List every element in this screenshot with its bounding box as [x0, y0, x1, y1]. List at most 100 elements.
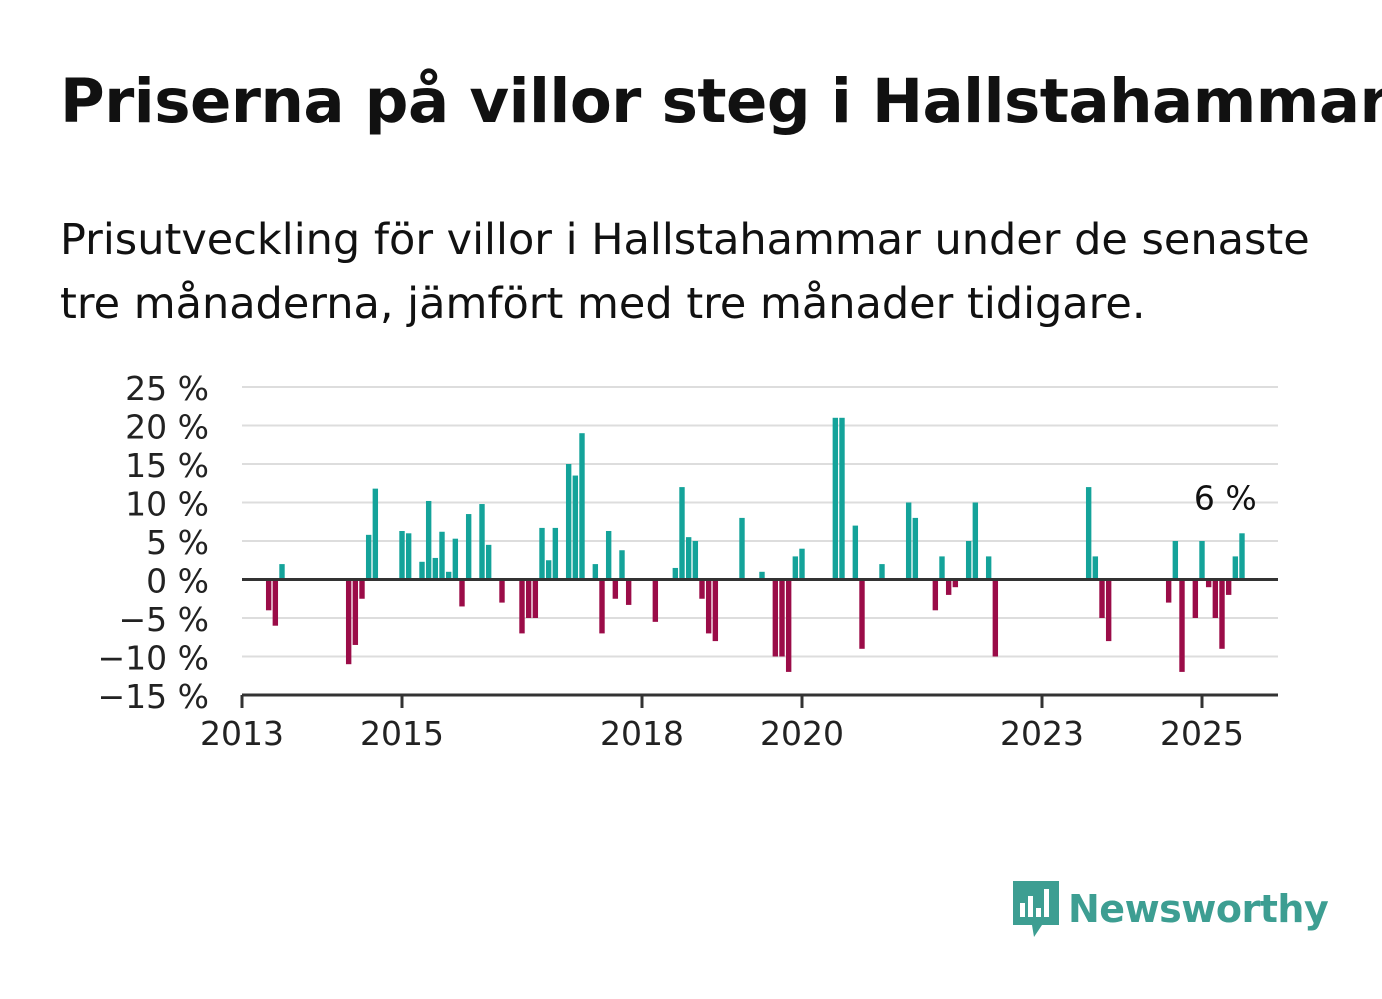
- bar: [1219, 579, 1225, 649]
- bar: [525, 579, 532, 618]
- x-tick-label: 2013: [200, 714, 284, 753]
- bar: [485, 544, 492, 580]
- bar: [972, 502, 979, 580]
- bar: [712, 579, 719, 642]
- bar: [1232, 556, 1239, 580]
- y-tick-label: 5 %: [146, 523, 209, 562]
- bar: [612, 579, 619, 599]
- y-tick-label: −5 %: [119, 600, 210, 639]
- bar: [345, 579, 352, 665]
- price-change-chart: 25 %20 %15 %10 %5 %0 %−5 %−10 %−15 %2013…: [98, 369, 1278, 753]
- bar: [1172, 541, 1179, 580]
- bar: [1105, 579, 1112, 642]
- bar: [439, 531, 445, 580]
- bar: [839, 417, 845, 580]
- bar: [272, 579, 279, 626]
- bar: [992, 579, 999, 657]
- bar: [399, 530, 405, 580]
- bar: [565, 464, 572, 580]
- bar: [1099, 579, 1105, 618]
- bar: [672, 567, 679, 580]
- bar: [685, 537, 692, 580]
- bar: [552, 527, 559, 580]
- bar: [1212, 579, 1219, 618]
- bar: [965, 541, 972, 580]
- bar: [599, 579, 605, 634]
- x-tick-label: 2023: [1000, 714, 1084, 753]
- bar: [352, 579, 359, 645]
- bar: [445, 571, 452, 580]
- bar: [359, 579, 365, 599]
- bar: [499, 579, 505, 603]
- bar: [912, 517, 919, 580]
- bar: [459, 579, 465, 607]
- bar: [852, 525, 859, 580]
- bar: [1085, 487, 1092, 580]
- bar: [859, 579, 865, 649]
- bar: [1205, 579, 1212, 588]
- x-tick-label: 2018: [600, 714, 684, 753]
- newsworthy-logo: Newsworthy: [1010, 879, 1329, 939]
- bar: [759, 571, 765, 580]
- bar: [465, 514, 472, 580]
- bar: [652, 579, 659, 622]
- bar: [425, 500, 432, 580]
- page-title: Priserna på villor steg i Hallstahammar: [60, 66, 1382, 137]
- bar: [905, 502, 912, 580]
- page-subtitle: Prisutveckling för villor i Hallstahamma…: [60, 215, 1310, 329]
- bar: [739, 517, 745, 580]
- bar: [372, 488, 379, 580]
- bar: [405, 533, 412, 580]
- bar: [532, 579, 539, 618]
- bar: [572, 475, 579, 580]
- bar: [985, 556, 992, 580]
- x-tick-label: 2025: [1160, 714, 1244, 753]
- bar: [419, 561, 425, 580]
- bar: [679, 487, 685, 580]
- bar: [1225, 579, 1232, 595]
- bar: [1199, 541, 1205, 580]
- bar: [699, 579, 705, 599]
- bar: [605, 530, 612, 580]
- y-tick-label: 0 %: [146, 562, 209, 601]
- bar: [692, 541, 699, 580]
- bar: [792, 556, 799, 580]
- last-value-annotation: 6 %: [1194, 479, 1257, 518]
- bar: [1179, 579, 1185, 672]
- bar: [279, 564, 285, 580]
- bar: [579, 433, 585, 580]
- bar: [832, 417, 839, 580]
- y-tick-label: 25 %: [125, 369, 209, 408]
- bar: [772, 579, 779, 657]
- bar: [265, 579, 272, 611]
- y-tick-label: 20 %: [125, 408, 209, 447]
- bar: [539, 527, 545, 580]
- y-tick-label: 15 %: [125, 446, 209, 485]
- bar: [705, 579, 712, 634]
- bar: [779, 579, 785, 657]
- bar: [1092, 556, 1099, 580]
- bar: [1239, 533, 1245, 580]
- brand-name: Newsworthy: [1068, 887, 1329, 931]
- bar: [592, 564, 599, 580]
- bar: [1192, 579, 1199, 618]
- bar: [365, 534, 372, 580]
- bar: [952, 579, 959, 588]
- bar: [945, 579, 952, 595]
- bar: [625, 579, 632, 605]
- x-tick-label: 2015: [360, 714, 444, 753]
- bar: [519, 579, 525, 634]
- y-tick-label: −15 %: [98, 677, 210, 716]
- bar: [799, 548, 805, 580]
- x-tick-label: 2020: [760, 714, 844, 753]
- bar: [932, 579, 939, 611]
- bar: [619, 550, 625, 580]
- bar-chart-logo-icon: [1013, 881, 1059, 937]
- bar: [452, 538, 459, 580]
- bar: [1165, 579, 1172, 603]
- y-tick-label: 10 %: [125, 485, 209, 524]
- y-tick-label: −10 %: [98, 639, 210, 678]
- bar: [785, 579, 792, 672]
- bar: [879, 564, 885, 580]
- bar: [939, 556, 945, 580]
